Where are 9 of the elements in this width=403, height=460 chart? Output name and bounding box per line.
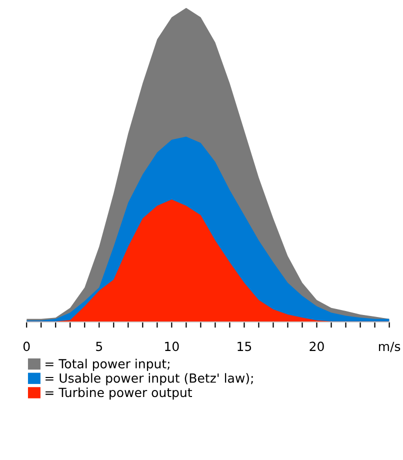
x-tick-label: 15 bbox=[238, 342, 252, 352]
x-tick-label: m/s bbox=[378, 342, 400, 352]
legend-label: = Usable power input (Betz' law); bbox=[46, 373, 253, 386]
legend-label: = Turbine power output bbox=[46, 387, 192, 400]
x-tick-label: 5 bbox=[96, 342, 102, 352]
legend-label: = Total power input; bbox=[46, 358, 170, 371]
x-tick-label: 10 bbox=[165, 342, 179, 352]
x-tick-label: 20 bbox=[310, 342, 324, 352]
x-tick-label: 0 bbox=[23, 342, 30, 352]
